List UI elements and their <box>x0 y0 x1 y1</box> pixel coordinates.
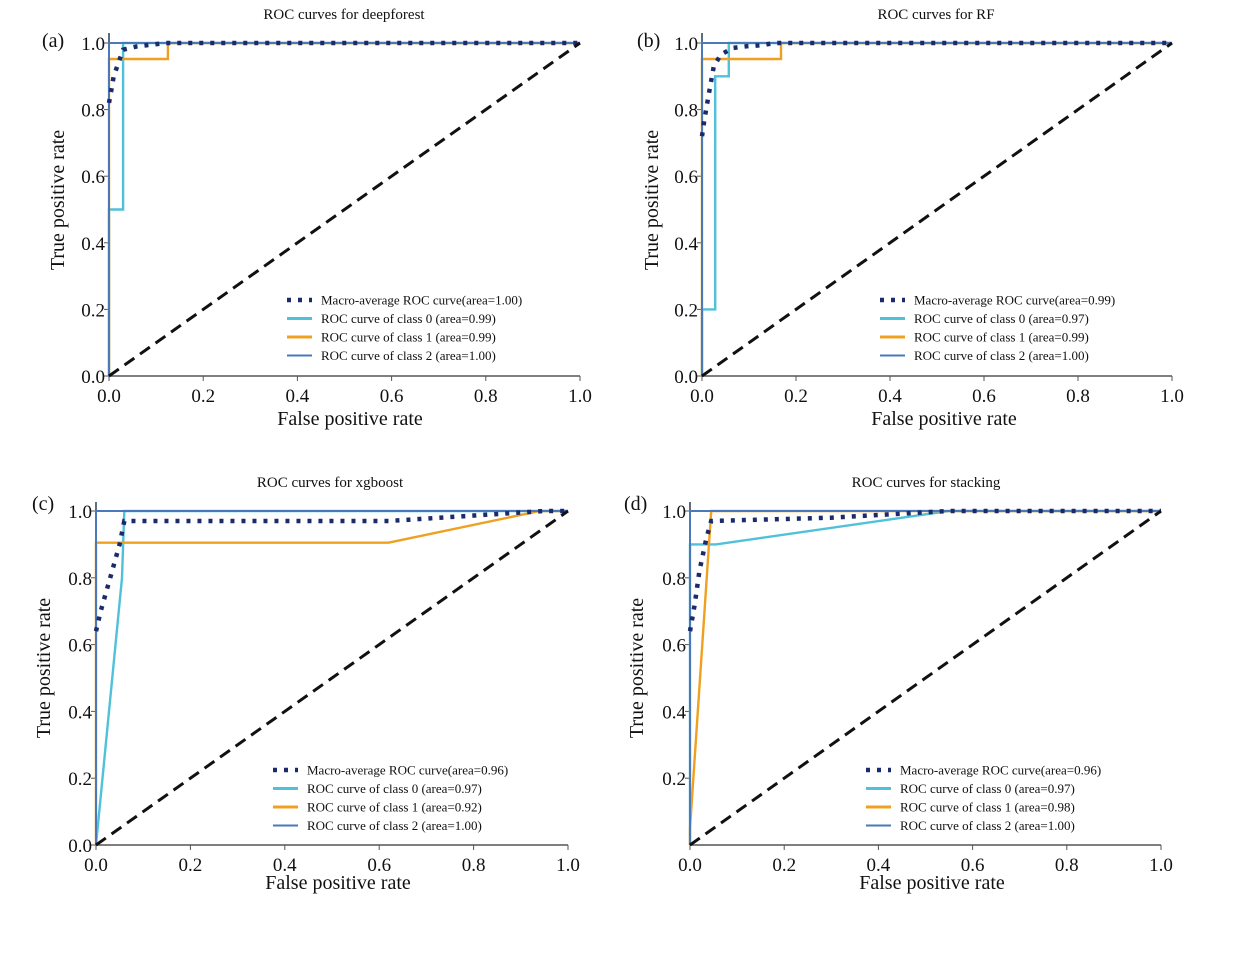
y-tick-label: 0.6 <box>674 167 698 188</box>
y-axis-label: True positive rate <box>626 598 648 738</box>
x-tick-label: 0.8 <box>462 855 486 876</box>
x-tick-label: 0.2 <box>191 386 215 407</box>
x-tick-label: 0.4 <box>878 386 902 407</box>
y-tick-label: 0.0 <box>674 367 698 388</box>
panel-label: (b) <box>637 30 660 52</box>
y-tick-label: 0.6 <box>81 167 105 188</box>
x-tick-label: 0.4 <box>867 855 891 876</box>
y-tick-label: 0.6 <box>662 636 686 657</box>
y-tick-label: 0.8 <box>68 569 92 590</box>
x-tick-label: 0.0 <box>84 855 108 876</box>
chart-title: ROC curves for stacking <box>852 475 1001 491</box>
panel-d: ROC curves for stacking (d) False positi… <box>624 475 1173 894</box>
legend-entry-label: Macro-average ROC curve(area=1.00) <box>321 293 522 308</box>
y-tick-label: 0.2 <box>674 300 698 321</box>
legend: Macro-average ROC curve(area=1.00) ROC cu… <box>287 293 522 363</box>
chance-diagonal <box>689 509 1162 847</box>
y-tick-label: 0.4 <box>662 702 686 723</box>
x-tick-label: 0.2 <box>179 855 203 876</box>
y-tick-label: 1.0 <box>68 502 92 523</box>
x-tick-label: 0.4 <box>286 386 310 407</box>
legend-entry-label: ROC curve of class 2 (area=1.00) <box>307 818 482 833</box>
y-tick-label: 0.2 <box>662 769 686 790</box>
roc-curve-class-2 <box>689 510 1161 845</box>
x-axis-label: False positive rate <box>871 408 1017 430</box>
x-tick-label: 1.0 <box>1160 386 1184 407</box>
panel-label: (c) <box>32 493 54 515</box>
chance-diagonal <box>701 41 1173 378</box>
legend-entry-label: ROC curve of class 0 (area=0.99) <box>321 311 496 326</box>
y-tick-label: 0.4 <box>81 234 105 255</box>
panel-c: ROC curves for xgboost (c) False positiv… <box>32 475 580 894</box>
x-tick-label: 0.8 <box>1066 386 1090 407</box>
legend: Macro-average ROC curve(area=0.96) ROC cu… <box>866 763 1101 833</box>
x-tick-label: 1.0 <box>568 386 592 407</box>
y-tick-label: 0.8 <box>81 101 105 122</box>
y-tick-label: 0.4 <box>68 702 92 723</box>
y-tick-label: 0.0 <box>68 836 92 857</box>
legend: Macro-average ROC curve(area=0.99) ROC cu… <box>880 293 1115 363</box>
y-tick-label: 1.0 <box>674 34 698 55</box>
chart-title: ROC curves for deepforest <box>263 7 425 23</box>
legend-entry-label: ROC curve of class 1 (area=0.99) <box>914 330 1089 345</box>
legend-entry-label: ROC curve of class 1 (area=0.92) <box>307 800 482 815</box>
y-tick-label: 0.0 <box>81 367 105 388</box>
x-tick-label: 0.6 <box>380 386 404 407</box>
x-axis-label: False positive rate <box>265 872 411 894</box>
y-tick-label: 0.6 <box>68 636 92 657</box>
x-tick-label: 0.0 <box>678 855 702 876</box>
panel-label: (d) <box>624 493 647 515</box>
y-tick-label: 0.2 <box>68 769 92 790</box>
y-axis-label: True positive rate <box>641 130 663 270</box>
roc-curve-class-2 <box>95 510 568 845</box>
y-tick-label: 0.2 <box>81 300 105 321</box>
y-tick-label: 1.0 <box>662 502 686 523</box>
chart-title: ROC curves for xgboost <box>257 475 404 491</box>
x-axis-label: False positive rate <box>859 872 1005 894</box>
panel-label: (a) <box>42 30 64 52</box>
legend: Macro-average ROC curve(area=0.96) ROC cu… <box>273 763 508 833</box>
x-tick-label: 0.8 <box>1055 855 1079 876</box>
roc-curve-class-2 <box>701 42 1172 376</box>
panel-b: ROC curves for RF (b) False positive rat… <box>637 7 1184 430</box>
y-axis-label: True positive rate <box>47 130 69 270</box>
x-tick-label: 1.0 <box>556 855 580 876</box>
y-tick-label: 0.8 <box>674 101 698 122</box>
chance-diagonal <box>108 41 581 378</box>
x-tick-label: 0.2 <box>772 855 796 876</box>
legend-entry-label: ROC curve of class 2 (area=1.00) <box>914 348 1089 363</box>
legend-entry-label: Macro-average ROC curve(area=0.99) <box>914 293 1115 308</box>
x-axis-label: False positive rate <box>277 408 423 430</box>
x-tick-label: 0.6 <box>972 386 996 407</box>
x-tick-label: 0.6 <box>961 855 985 876</box>
macro-average-curve <box>687 508 1161 632</box>
panel-a: ROC curves for deepforest (a) False posi… <box>42 7 592 430</box>
x-tick-label: 1.0 <box>1149 855 1173 876</box>
x-tick-label: 0.8 <box>474 386 498 407</box>
legend-entry-label: Macro-average ROC curve(area=0.96) <box>900 763 1101 778</box>
legend-entry-label: ROC curve of class 1 (area=0.99) <box>321 330 496 345</box>
legend-entry-label: Macro-average ROC curve(area=0.96) <box>307 763 508 778</box>
y-tick-label: 1.0 <box>81 34 105 55</box>
x-tick-label: 0.0 <box>97 386 121 407</box>
chance-diagonal <box>95 509 569 847</box>
legend-entry-label: ROC curve of class 0 (area=0.97) <box>900 781 1075 796</box>
y-tick-label: 0.4 <box>674 234 698 255</box>
macro-average-curve <box>699 40 1172 137</box>
macro-average-curve <box>106 40 580 104</box>
chart-title: ROC curves for RF <box>877 7 994 23</box>
y-axis-label: True positive rate <box>33 598 55 738</box>
x-tick-label: 0.0 <box>690 386 714 407</box>
legend-entry-label: ROC curve of class 1 (area=0.98) <box>900 800 1075 815</box>
x-tick-label: 0.2 <box>784 386 808 407</box>
legend-entry-label: ROC curve of class 0 (area=0.97) <box>307 781 482 796</box>
x-tick-label: 0.6 <box>367 855 391 876</box>
legend-entry-label: ROC curve of class 2 (area=1.00) <box>900 818 1075 833</box>
y-tick-label: 0.8 <box>662 569 686 590</box>
macro-average-curve <box>93 508 568 632</box>
legend-entry-label: ROC curve of class 0 (area=0.97) <box>914 311 1089 326</box>
legend-entry-label: ROC curve of class 2 (area=1.00) <box>321 348 496 363</box>
x-tick-label: 0.4 <box>273 855 297 876</box>
